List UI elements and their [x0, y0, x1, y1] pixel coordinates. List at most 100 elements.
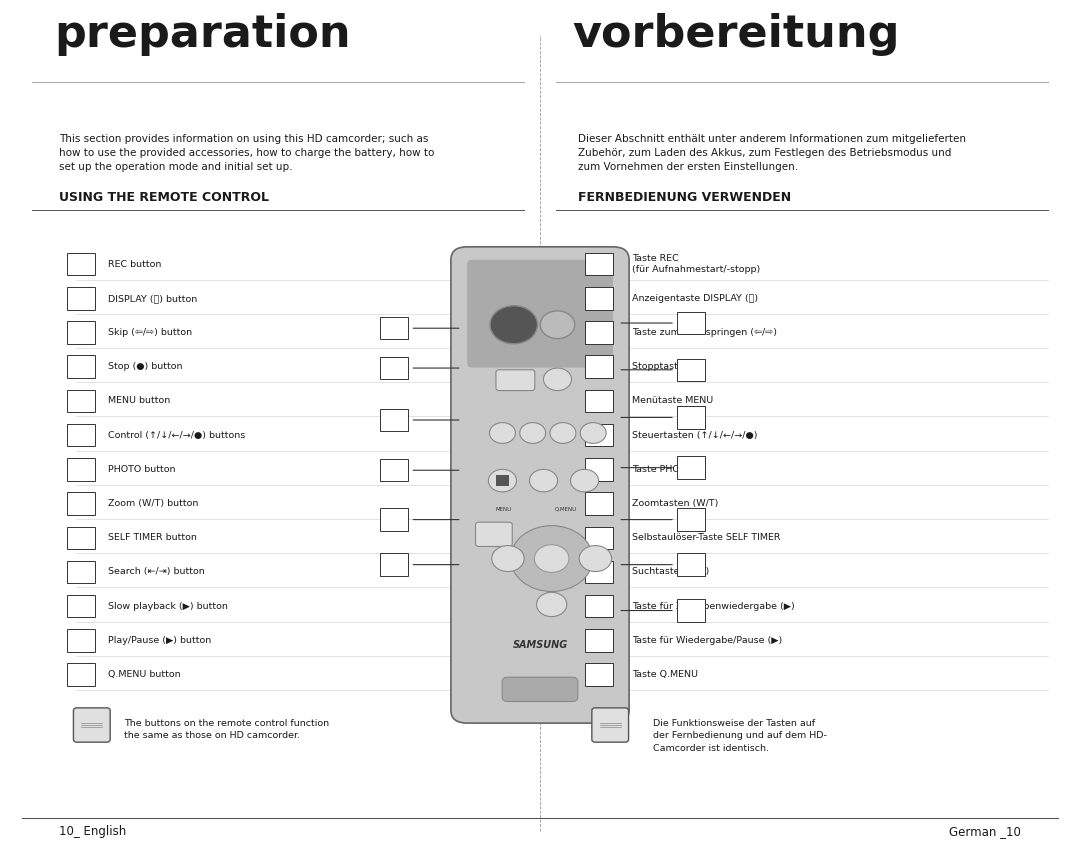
Text: Zoomtasten (W/T): Zoomtasten (W/T)	[632, 499, 718, 508]
FancyBboxPatch shape	[585, 288, 613, 310]
Text: Q.MENU: Q.MENU	[555, 507, 578, 512]
Circle shape	[488, 469, 516, 492]
Text: 7: 7	[689, 319, 693, 327]
Text: MENU: MENU	[496, 507, 512, 512]
Circle shape	[580, 423, 606, 443]
Text: 2: 2	[392, 364, 396, 372]
Text: 4: 4	[597, 362, 602, 372]
FancyBboxPatch shape	[380, 317, 408, 339]
Text: 6: 6	[392, 560, 396, 569]
FancyBboxPatch shape	[468, 260, 613, 367]
FancyBboxPatch shape	[67, 458, 95, 481]
FancyBboxPatch shape	[67, 663, 95, 686]
FancyBboxPatch shape	[380, 409, 408, 431]
Text: W: W	[592, 326, 598, 332]
Text: preparation: preparation	[54, 13, 351, 56]
Circle shape	[519, 423, 545, 443]
Text: 3: 3	[392, 416, 396, 424]
Text: 10: 10	[686, 463, 697, 472]
FancyBboxPatch shape	[585, 595, 613, 617]
FancyBboxPatch shape	[585, 355, 613, 378]
FancyBboxPatch shape	[585, 390, 613, 412]
Text: Taste für Zeitlupenwiedergabe (▶): Taste für Zeitlupenwiedergabe (▶)	[632, 602, 795, 611]
Text: 2: 2	[597, 294, 602, 303]
Text: MENU button: MENU button	[108, 397, 171, 405]
FancyBboxPatch shape	[67, 595, 95, 617]
Text: 5: 5	[79, 397, 83, 405]
FancyBboxPatch shape	[67, 424, 95, 447]
Text: 11: 11	[76, 602, 86, 611]
Circle shape	[489, 423, 515, 443]
Text: 13: 13	[594, 670, 605, 679]
FancyBboxPatch shape	[585, 561, 613, 584]
Text: 8: 8	[689, 365, 693, 374]
Text: Dieser Abschnitt enthält unter anderem Informationen zum mitgelieferten
Zubehör,: Dieser Abschnitt enthält unter anderem I…	[578, 134, 966, 172]
Text: OK: OK	[546, 556, 556, 561]
FancyBboxPatch shape	[585, 424, 613, 447]
FancyBboxPatch shape	[585, 253, 613, 275]
Text: Die Funktionsweise der Tasten auf
der Fernbedienung und auf dem HD-
Camcorder is: Die Funktionsweise der Tasten auf der Fe…	[653, 719, 827, 753]
FancyBboxPatch shape	[67, 390, 95, 412]
Text: 6: 6	[597, 430, 602, 440]
Text: DISPLAY (ⓓ) button: DISPLAY (ⓓ) button	[108, 294, 198, 303]
Text: REC button: REC button	[108, 260, 161, 268]
FancyBboxPatch shape	[67, 288, 95, 310]
FancyBboxPatch shape	[67, 492, 95, 514]
FancyBboxPatch shape	[502, 677, 578, 701]
Text: 8: 8	[597, 499, 602, 508]
FancyBboxPatch shape	[67, 321, 95, 344]
FancyBboxPatch shape	[585, 321, 613, 344]
Text: Taste zum Überspringen (⇦/⇨): Taste zum Überspringen (⇦/⇨)	[632, 327, 777, 338]
Text: 8: 8	[79, 499, 83, 508]
Text: 9: 9	[597, 533, 602, 542]
Text: <: <	[504, 554, 512, 563]
Text: 2: 2	[79, 294, 83, 303]
FancyBboxPatch shape	[380, 553, 408, 576]
Text: 3: 3	[79, 328, 83, 337]
Text: SAMSUNG: SAMSUNG	[512, 640, 568, 650]
FancyBboxPatch shape	[67, 253, 95, 275]
Text: 10: 10	[594, 567, 605, 577]
Circle shape	[511, 526, 593, 591]
FancyBboxPatch shape	[496, 370, 535, 391]
Text: 1: 1	[79, 260, 83, 268]
FancyBboxPatch shape	[73, 708, 110, 742]
Text: 12: 12	[76, 636, 86, 645]
FancyBboxPatch shape	[585, 663, 613, 686]
FancyBboxPatch shape	[585, 458, 613, 481]
FancyBboxPatch shape	[677, 508, 705, 531]
Text: REC: REC	[508, 288, 519, 293]
Text: PHOTO button: PHOTO button	[108, 465, 175, 474]
FancyBboxPatch shape	[67, 527, 95, 549]
Text: 3: 3	[597, 328, 602, 337]
Text: Skip (⇦/⇨) button: Skip (⇦/⇨) button	[108, 328, 192, 337]
Text: 7: 7	[597, 465, 602, 474]
Circle shape	[535, 545, 569, 572]
FancyBboxPatch shape	[677, 599, 705, 622]
FancyBboxPatch shape	[585, 527, 613, 549]
Circle shape	[543, 368, 571, 391]
Text: 9: 9	[689, 413, 693, 422]
Text: FERNBEDIENUNG VERWENDEN: FERNBEDIENUNG VERWENDEN	[578, 191, 791, 204]
Text: 11: 11	[594, 602, 605, 611]
Text: SELF TIMER: SELF TIMER	[532, 357, 563, 362]
Text: Control (↑/↓/←/→/●) buttons: Control (↑/↓/←/→/●) buttons	[108, 430, 245, 440]
FancyBboxPatch shape	[380, 508, 408, 531]
Text: This section provides information on using this HD camcorder; such as
how to use: This section provides information on usi…	[59, 134, 435, 172]
Text: 11: 11	[686, 515, 697, 524]
Text: vorbereitung: vorbereitung	[572, 13, 900, 56]
Text: 10: 10	[76, 567, 86, 577]
Text: >: >	[592, 554, 599, 563]
Text: Play/Pause (▶) button: Play/Pause (▶) button	[108, 636, 212, 645]
Text: 10_ English: 10_ English	[59, 825, 126, 838]
Text: 13: 13	[686, 606, 697, 615]
Text: Q.MENU button: Q.MENU button	[108, 670, 180, 679]
Text: Suchtaste (⇤/⇥): Suchtaste (⇤/⇥)	[632, 567, 710, 577]
Text: Taste Q.MENU: Taste Q.MENU	[632, 670, 698, 679]
Text: 1: 1	[392, 324, 396, 333]
FancyBboxPatch shape	[677, 456, 705, 479]
Text: USING THE REMOTE CONTROL: USING THE REMOTE CONTROL	[59, 191, 269, 204]
Text: Stop (●) button: Stop (●) button	[108, 362, 183, 372]
Text: 12: 12	[686, 560, 697, 569]
Circle shape	[537, 592, 567, 617]
